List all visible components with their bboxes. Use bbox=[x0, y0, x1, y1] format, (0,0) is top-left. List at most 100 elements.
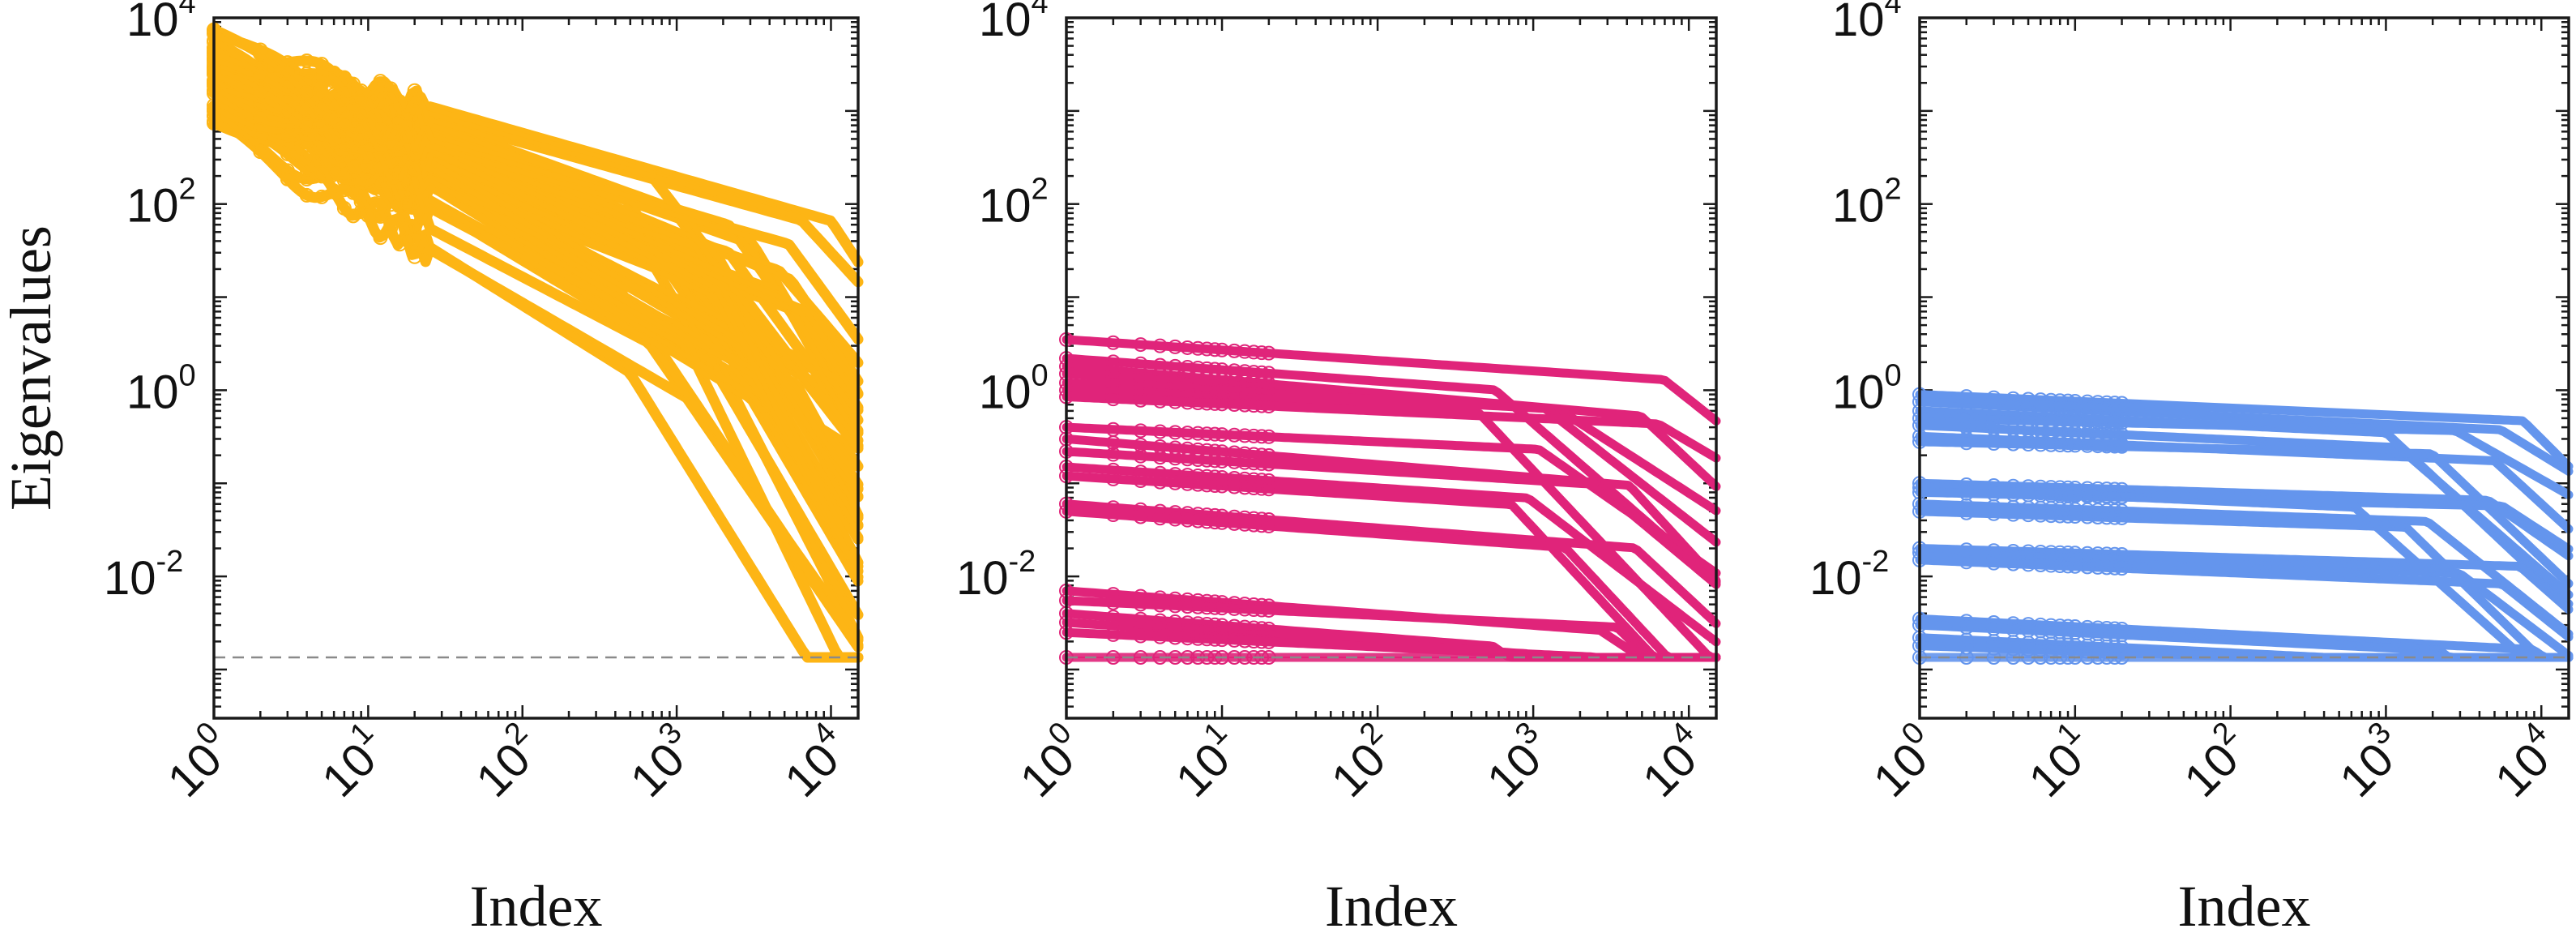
data-point bbox=[1246, 428, 1262, 443]
data-point bbox=[1227, 454, 1242, 469]
series-line-thin bbox=[1919, 559, 2570, 638]
data-point bbox=[1105, 447, 1121, 462]
data-point bbox=[345, 126, 361, 141]
data-point bbox=[1190, 395, 1206, 410]
series-line-thin bbox=[213, 72, 859, 283]
data-point bbox=[2107, 439, 2122, 454]
data-point bbox=[1180, 426, 1195, 441]
data-point bbox=[1246, 481, 1262, 496]
data-point bbox=[1133, 509, 1148, 524]
data-point bbox=[2053, 508, 2068, 524]
data-point bbox=[1261, 481, 1276, 497]
x-tick-label: 101 bbox=[2014, 716, 2105, 807]
data-point bbox=[1254, 398, 1270, 413]
data-point bbox=[2033, 557, 2048, 572]
data-point bbox=[1180, 631, 1195, 646]
data-point bbox=[1152, 424, 1168, 439]
data-point bbox=[1190, 426, 1206, 441]
series-line-thin bbox=[1066, 466, 1717, 643]
series-line-thin bbox=[1919, 417, 2570, 496]
x-axis-label: Index bbox=[1325, 874, 1458, 933]
data-point bbox=[1105, 435, 1121, 451]
data-point bbox=[1133, 597, 1148, 612]
data-point bbox=[336, 200, 352, 216]
data-point bbox=[399, 195, 415, 211]
data-point bbox=[383, 168, 399, 183]
data-point bbox=[407, 249, 422, 264]
data-point bbox=[2099, 510, 2114, 525]
y-tick-label: 100 bbox=[126, 358, 196, 418]
data-point bbox=[1246, 398, 1262, 413]
data-point bbox=[2061, 438, 2076, 453]
data-point bbox=[1199, 600, 1215, 615]
x-tick-label: 102 bbox=[1316, 716, 1408, 807]
data-point bbox=[1207, 396, 1223, 411]
series-line-thin bbox=[1919, 393, 2570, 468]
series-line-thin bbox=[1066, 599, 1716, 658]
data-point bbox=[1152, 511, 1168, 526]
data-point bbox=[1152, 597, 1168, 613]
data-point bbox=[2079, 559, 2095, 575]
data-point bbox=[2006, 507, 2021, 522]
series-line-thin bbox=[1066, 510, 1716, 658]
data-point bbox=[1254, 481, 1270, 496]
y-tick-label: 102 bbox=[126, 173, 196, 233]
data-point bbox=[2044, 437, 2059, 452]
data-point bbox=[1190, 513, 1206, 529]
data-point bbox=[2114, 561, 2130, 576]
data-point bbox=[1105, 595, 1121, 610]
data-point bbox=[353, 133, 369, 148]
data-point bbox=[399, 233, 415, 248]
x-tick-label: 104 bbox=[2480, 716, 2572, 807]
x-tick-label: 102 bbox=[2169, 716, 2261, 807]
y-tick-label: 100 bbox=[979, 358, 1049, 418]
data-point bbox=[2006, 436, 2021, 452]
data-point bbox=[1199, 426, 1215, 442]
data-point bbox=[2053, 558, 2068, 573]
data-point bbox=[1207, 342, 1223, 357]
x-tick-label: 101 bbox=[307, 716, 399, 807]
data-point bbox=[1180, 340, 1195, 355]
data-point bbox=[327, 185, 342, 200]
data-point bbox=[1227, 343, 1242, 358]
data-point bbox=[1261, 456, 1276, 472]
data-point bbox=[1246, 345, 1262, 360]
data-point bbox=[2079, 509, 2095, 524]
data-point bbox=[392, 165, 408, 180]
data-point bbox=[2107, 560, 2122, 576]
data-point bbox=[1199, 452, 1215, 468]
data-point bbox=[1190, 477, 1206, 492]
panel-1: 10-2 100 102 104 100 101 102 103 104 Index Eigenva… bbox=[0, 0, 864, 933]
data-point bbox=[1207, 631, 1223, 647]
data-point bbox=[1105, 507, 1121, 523]
data-point bbox=[1227, 427, 1242, 443]
y-tick-label: 104 bbox=[1832, 0, 1902, 46]
data-point bbox=[1152, 393, 1168, 409]
data-point bbox=[353, 172, 369, 187]
data-point bbox=[353, 106, 369, 122]
data-point bbox=[392, 115, 408, 131]
data-point bbox=[1190, 340, 1206, 356]
y-tick-label: 102 bbox=[1832, 173, 1902, 233]
data-point bbox=[361, 208, 376, 224]
data-point bbox=[1261, 634, 1276, 649]
data-point bbox=[1133, 438, 1148, 453]
data-point bbox=[1254, 518, 1270, 533]
series-group bbox=[1059, 332, 1721, 665]
data-point bbox=[1133, 628, 1148, 644]
data-point bbox=[1152, 474, 1168, 490]
series-line-thin bbox=[1919, 440, 2570, 584]
data-point bbox=[1227, 516, 1242, 531]
data-point bbox=[280, 80, 295, 96]
data-point bbox=[407, 148, 422, 164]
data-point bbox=[345, 208, 361, 224]
data-point bbox=[1227, 632, 1242, 648]
data-point bbox=[253, 45, 268, 61]
data-point bbox=[336, 143, 352, 158]
data-point bbox=[1986, 506, 2001, 521]
data-point bbox=[1227, 397, 1242, 413]
data-point bbox=[1199, 631, 1215, 647]
series-line-thin bbox=[1066, 438, 1717, 581]
data-point bbox=[1190, 631, 1206, 646]
data-point bbox=[2099, 560, 2114, 576]
